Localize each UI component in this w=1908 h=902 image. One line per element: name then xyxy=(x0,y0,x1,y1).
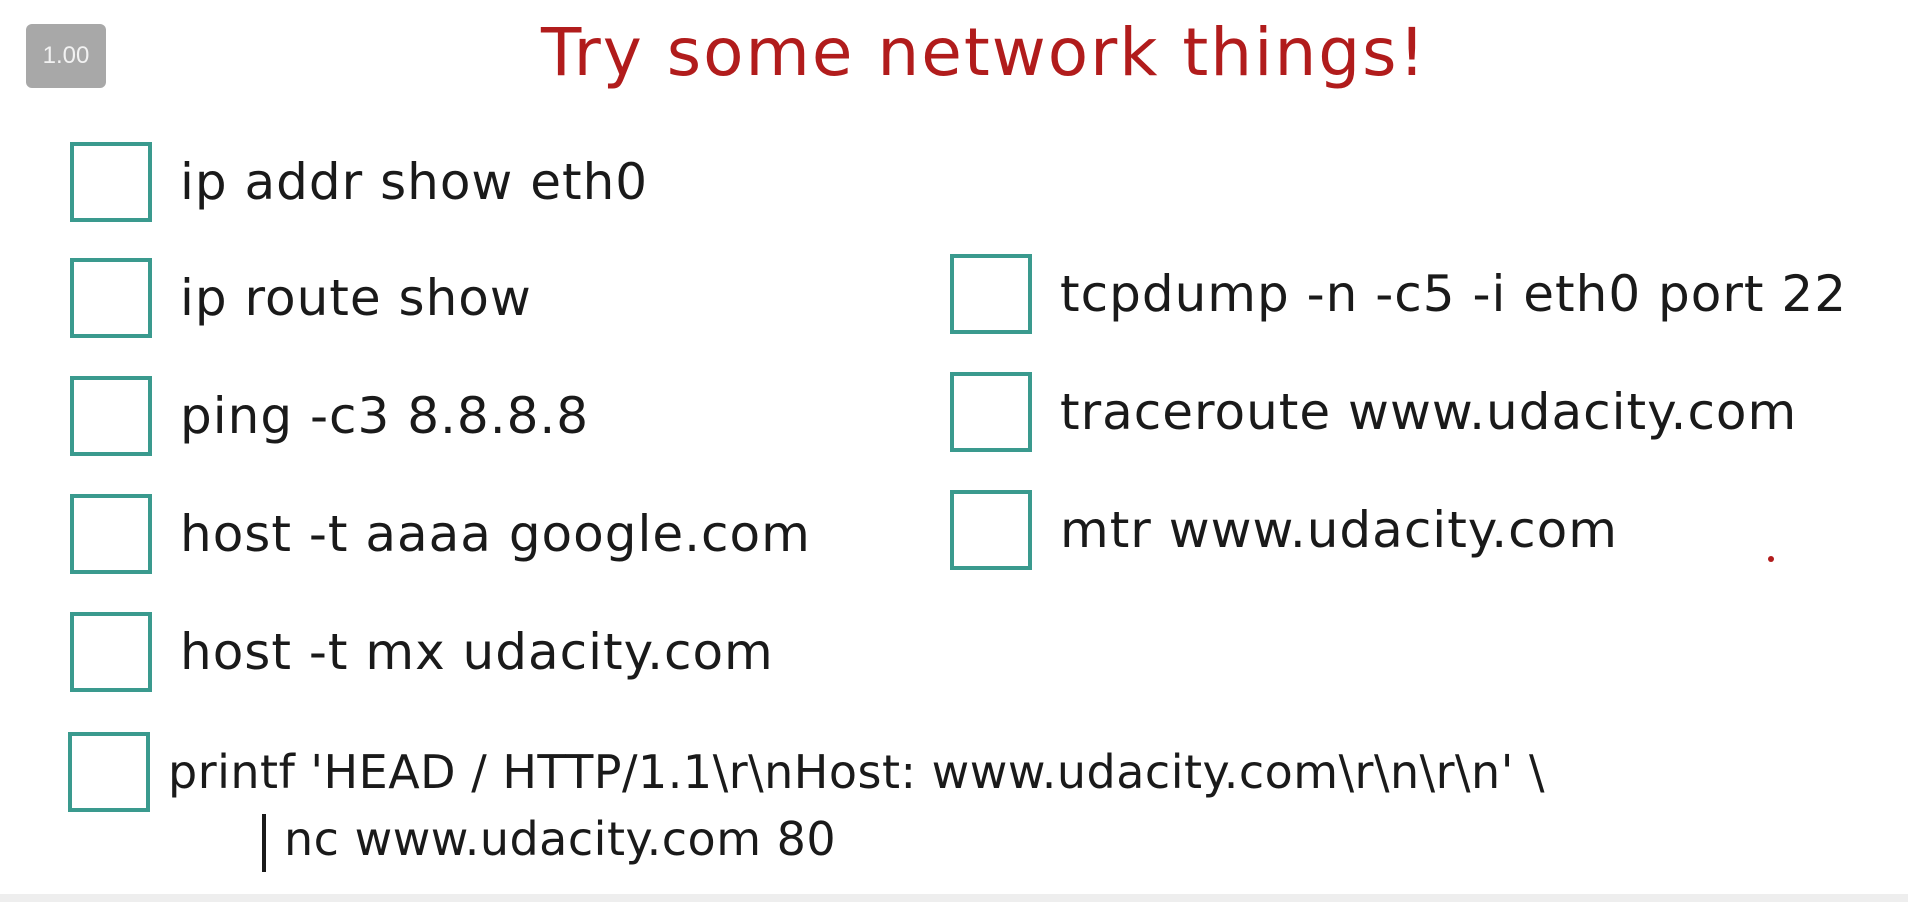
checkbox[interactable] xyxy=(68,732,150,812)
bottom-strip xyxy=(0,894,1908,902)
command-text: nc www.udacity.com 80 xyxy=(284,812,837,866)
pipe-symbol xyxy=(262,813,266,872)
command-text: ip addr show eth0 xyxy=(180,153,649,211)
checklist-item-ip-addr: ip addr show eth0 xyxy=(70,142,648,222)
command-text: host -t mx udacity.com xyxy=(180,623,774,681)
checklist-item-ip-route: ip route show xyxy=(70,258,532,338)
command-text: ping -c3 8.8.8.8 xyxy=(180,387,590,445)
command-text: ip route show xyxy=(180,269,532,327)
command-text: printf 'HEAD / HTTP/1.1\r\nHost: www.uda… xyxy=(168,745,1545,799)
checkbox[interactable] xyxy=(950,372,1032,452)
checkbox[interactable] xyxy=(950,490,1032,570)
checklist-item-host-aaaa: host -t aaaa google.com xyxy=(70,494,811,574)
checkbox[interactable] xyxy=(70,142,152,222)
playback-speed-badge[interactable]: 1.00 xyxy=(26,24,106,88)
command-text: mtr www.udacity.com xyxy=(1060,501,1618,559)
checkbox[interactable] xyxy=(70,494,152,574)
checkbox[interactable] xyxy=(70,376,152,456)
checkbox[interactable] xyxy=(950,254,1032,334)
checklist-item-ping: ping -c3 8.8.8.8 xyxy=(70,376,589,456)
page-title: Try some network things! xyxy=(540,14,1428,91)
checkbox[interactable] xyxy=(70,612,152,692)
checklist-item-printf-nc: printf 'HEAD / HTTP/1.1\r\nHost: www.uda… xyxy=(68,732,1545,812)
command-text: tcpdump -n -c5 -i eth0 port 22 xyxy=(1060,265,1848,323)
checklist-item-mtr: mtr www.udacity.com xyxy=(950,490,1618,570)
checklist-item-traceroute: traceroute www.udacity.com xyxy=(950,372,1797,452)
checklist-item-host-mx: host -t mx udacity.com xyxy=(70,612,774,692)
checkbox[interactable] xyxy=(70,258,152,338)
stray-dot xyxy=(1768,556,1774,562)
command-text: traceroute www.udacity.com xyxy=(1060,383,1798,441)
command-text: host -t aaaa google.com xyxy=(180,505,811,563)
command-continuation: nc www.udacity.com 80 xyxy=(262,812,836,872)
checklist-item-tcpdump: tcpdump -n -c5 -i eth0 port 22 xyxy=(950,254,1847,334)
